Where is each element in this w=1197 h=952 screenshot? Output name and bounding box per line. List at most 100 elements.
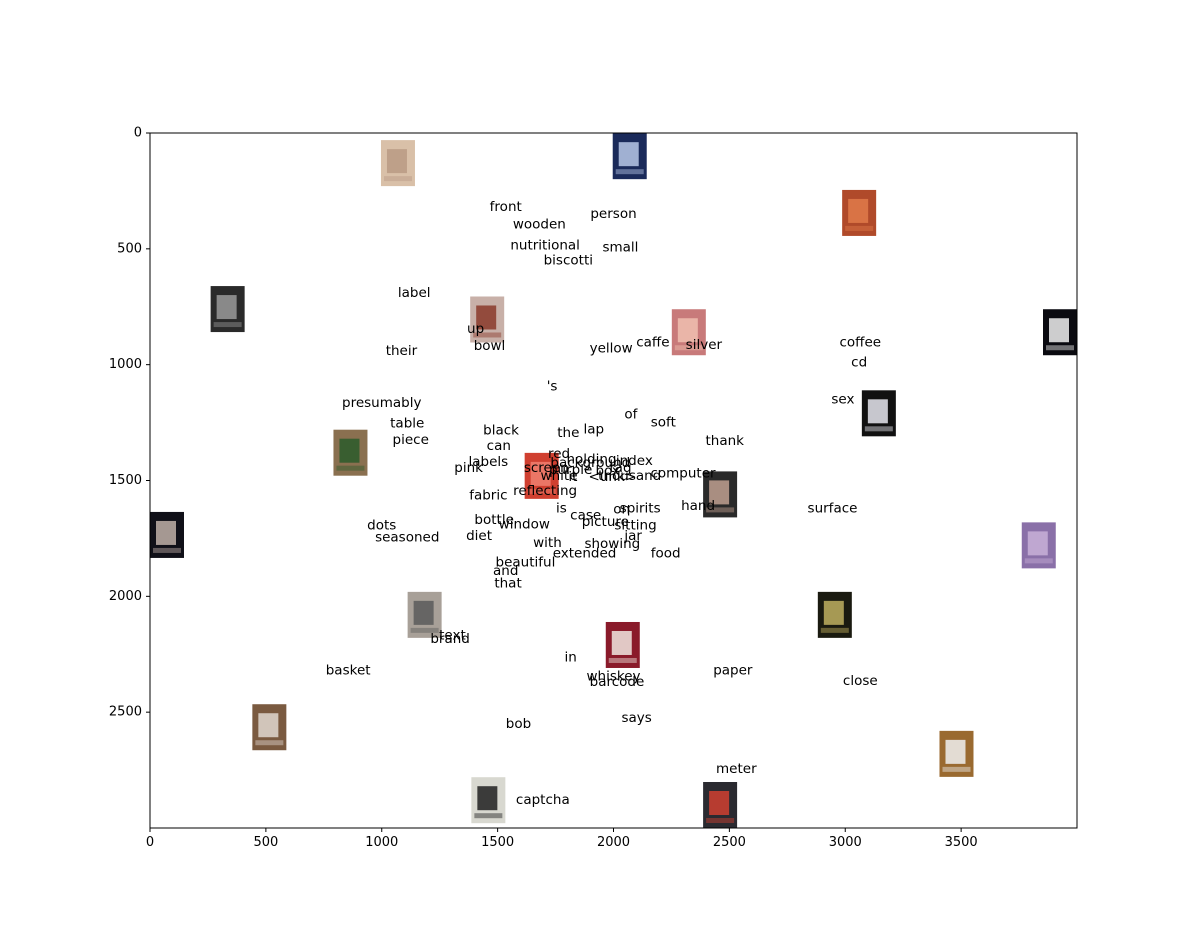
x-axis: 0 500 1000 1500 2000 2500 3000 3500: [146, 828, 978, 850]
word-label: up: [467, 321, 484, 337]
word-label: bottle: [474, 512, 513, 528]
word-label: <unk>: [589, 469, 637, 485]
word-label: cd: [851, 354, 867, 370]
thumbnail-detail: [706, 507, 735, 513]
word-label: seasoned: [375, 529, 439, 545]
word-label: labels: [469, 454, 509, 470]
x-tick-label: 500: [253, 835, 278, 850]
word-label: screen: [524, 460, 569, 476]
word-label: food: [651, 545, 681, 561]
word-label: presumably: [342, 395, 421, 411]
label-bottle-photo: [470, 296, 505, 343]
thumbnail-detail: [255, 740, 284, 746]
computer-screen-photo: [612, 133, 647, 180]
word-label: computer: [650, 466, 716, 482]
thumbnail-highlight: [823, 600, 844, 625]
meter-photo: [703, 782, 738, 828]
thumbnail-detail: [608, 657, 637, 663]
y-tick-label: 2500: [109, 705, 142, 720]
thumbnail-highlight: [618, 142, 639, 167]
word-label: says: [622, 710, 652, 726]
word-label: can: [487, 438, 511, 454]
word-label: pink: [454, 460, 483, 476]
thumbnail-detail: [527, 488, 556, 494]
word-label: barcode: [590, 674, 645, 690]
thumbnail-highlight: [339, 438, 360, 463]
red-can-photo: [524, 452, 559, 499]
y-tick-label: 500: [117, 241, 142, 256]
dark-light-photo: [1043, 309, 1077, 356]
word-label: and: [493, 563, 518, 579]
pale-figure-photo: [380, 140, 415, 187]
word-label: piece: [393, 432, 429, 448]
thumbnail-detail: [473, 332, 502, 338]
thumbnail-highlight: [945, 739, 966, 764]
thumbnail-highlight: [476, 305, 497, 330]
word-label: background: [550, 455, 630, 471]
y-tick-label: 2000: [109, 589, 142, 604]
word-label: paper: [713, 662, 753, 678]
hand-photo: [150, 511, 184, 558]
grey-fabric-photo: [407, 591, 442, 638]
word-label: reflecting: [513, 483, 577, 499]
word-label: index: [616, 453, 653, 469]
thumbnail-highlight: [530, 461, 551, 486]
orange-texture-photo: [842, 189, 877, 236]
word-label: of: [624, 406, 638, 422]
thumbnail-highlight: [611, 630, 632, 655]
x-tick-label: 2500: [713, 835, 746, 850]
thumbnail-detail: [1046, 345, 1074, 351]
word-label: nutritional: [510, 237, 580, 253]
purple-jar-photo: [1021, 522, 1056, 569]
y-tick-label: 1500: [109, 473, 142, 488]
word-label: yellow: [590, 340, 633, 356]
word-label: bowl: [474, 338, 506, 354]
thumbnail-highlight: [709, 480, 730, 505]
screen-glow-photo: [861, 390, 896, 437]
word-label: caffe: [636, 335, 669, 351]
dark-box-photo: [817, 591, 852, 638]
thumbnail-highlight: [1049, 318, 1069, 343]
y-tick-label: 0: [134, 126, 142, 141]
word-label: red: [548, 446, 570, 462]
word-label: it: [568, 469, 577, 485]
thumbnail-detail: [845, 225, 874, 231]
x-tick-label: 1500: [481, 835, 514, 850]
word-label: table: [390, 416, 424, 432]
word-label: box: [596, 463, 620, 479]
word-label: biscotti: [544, 252, 593, 268]
x-tick-label: 3000: [829, 835, 862, 850]
thumbnail-detail: [820, 627, 849, 633]
thumbnail-detail: [942, 766, 971, 772]
word-label: the: [557, 425, 579, 441]
word-label: case: [570, 507, 601, 523]
word-label: coffee: [840, 335, 882, 351]
word-label: thank: [705, 433, 744, 449]
word-label: holding: [566, 452, 616, 468]
thumbnail-highlight: [156, 520, 176, 545]
word-label: sex: [831, 391, 854, 407]
thumbnail-detail: [615, 169, 644, 175]
word-label: text: [439, 628, 466, 644]
thumbnail-highlight: [848, 198, 869, 223]
word-label: sitting: [614, 518, 656, 534]
word-label: beautiful: [496, 555, 556, 571]
image-thumbnails: [150, 133, 1077, 828]
table-items-photo: [252, 704, 287, 751]
thumbnail-highlight: [216, 295, 237, 320]
word-label: basket: [326, 662, 371, 678]
word-label: spirits: [620, 500, 661, 516]
word-label: in: [564, 650, 576, 666]
word-label: surface: [808, 500, 858, 516]
word-label: fabric: [469, 488, 507, 504]
thumbnail-detail: [1024, 558, 1053, 564]
word-label: label: [398, 285, 431, 301]
thumbnail-highlight: [709, 791, 730, 815]
whiskey-bottle-photo: [605, 621, 640, 668]
word-label: meter: [716, 761, 757, 777]
thumbnail-detail: [864, 426, 893, 432]
word-label: 's: [547, 379, 558, 395]
bottle-tin-photo: [210, 286, 245, 333]
device-photo: [703, 471, 738, 518]
